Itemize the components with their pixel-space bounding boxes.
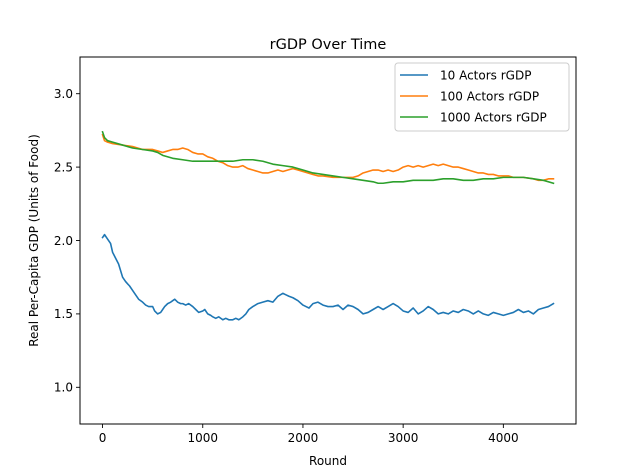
legend: 10 Actors rGDP 100 Actors rGDP 1000 Actors…	[394, 62, 570, 132]
x-axis-label: Round	[309, 454, 347, 468]
series-lines	[101, 130, 555, 321]
y-tick-label: 2.0	[54, 234, 73, 248]
series-line-2	[101, 130, 555, 185]
series-line-0	[101, 233, 555, 321]
legend-label-1: 100 Actors rGDP	[440, 89, 539, 103]
legend-box	[394, 62, 570, 132]
x-axis: 0 1000 2000 3000 4000	[99, 424, 519, 445]
legend-label-0: 10 Actors rGDP	[440, 68, 531, 82]
y-tick-label: 1.5	[54, 307, 73, 321]
series-line-1	[101, 133, 555, 182]
x-tick-label: 0	[99, 431, 107, 445]
x-tick-label: 4000	[488, 431, 519, 445]
legend-label-2: 1000 Actors rGDP	[440, 110, 547, 124]
y-axis-label: Real Per-Capita GDP (Units of Food)	[27, 134, 41, 347]
x-tick-label: 1000	[187, 431, 218, 445]
x-tick-label: 3000	[388, 431, 419, 445]
x-tick-label: 2000	[288, 431, 319, 445]
y-tick-label: 2.5	[54, 160, 73, 174]
y-tick-label: 3.0	[54, 87, 73, 101]
y-axis: 1.0 1.5 2.0 2.5 3.0	[54, 87, 80, 395]
chart-title: rGDP Over Time	[270, 37, 387, 53]
y-tick-label: 1.0	[54, 381, 73, 395]
